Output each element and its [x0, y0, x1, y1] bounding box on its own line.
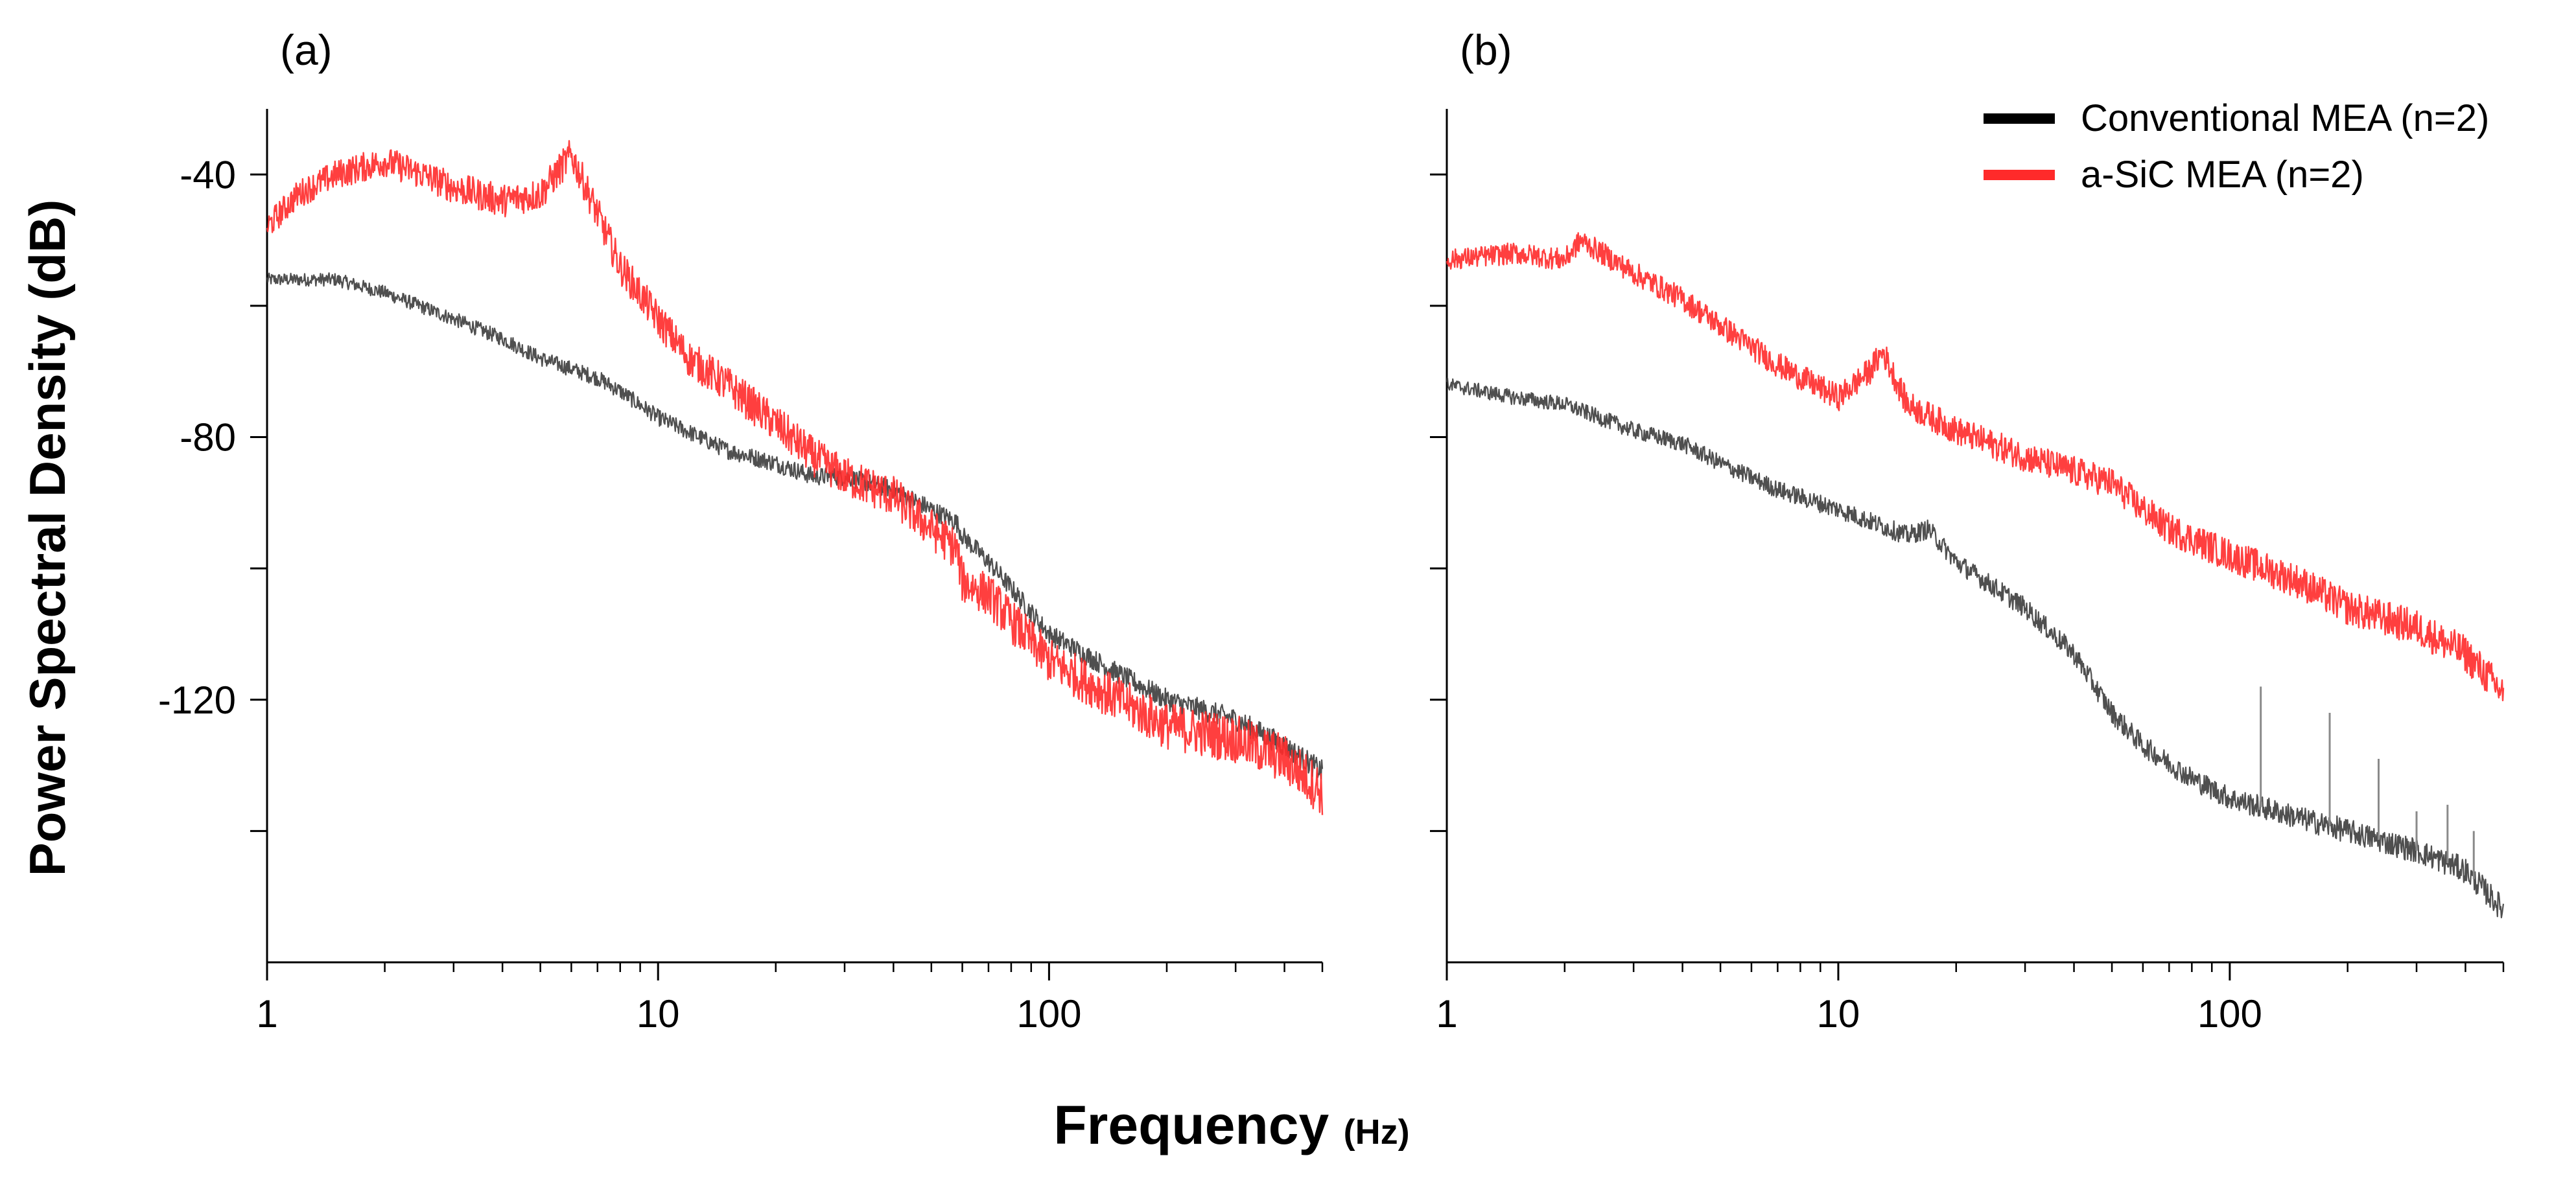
x-tick-label: 1 — [1436, 992, 1457, 1036]
legend-label-asic: a-SiC MEA (n=2) — [2081, 154, 2364, 196]
panel-a: (a) -40 -80 -120 1 10 100 — [158, 26, 1324, 1036]
x-axis-label-unit: (Hz) — [1344, 1113, 1410, 1152]
series-line-conventional-mea — [266, 272, 1324, 780]
legend-entry-conventional: Conventional MEA (n=2) — [1984, 97, 2489, 139]
legend-label-conventional: Conventional MEA (n=2) — [2081, 97, 2489, 139]
x-tick-label: 100 — [1016, 992, 1081, 1036]
series-line-conventional-mea — [1446, 377, 2505, 919]
panel-b: (b) 1 10 100 — [1430, 26, 2505, 1036]
y-axis-label: Power Spectral Density (dB) — [19, 200, 76, 877]
x-tick-label: 10 — [1817, 992, 1860, 1036]
y-tick-label: -120 — [158, 678, 236, 722]
x-axis-label-main: Frequency — [1053, 1095, 1329, 1155]
legend-swatch-asic — [1984, 170, 2055, 180]
panel-label: (a) — [280, 26, 333, 74]
y-tick-label: -40 — [180, 153, 236, 196]
legend-swatch-conventional — [1984, 113, 2055, 124]
x-axis-label: Frequency (Hz) — [1053, 1095, 1409, 1155]
y-tick-label: -80 — [180, 416, 236, 459]
panel-label: (b) — [1460, 26, 1512, 74]
x-tick-label: 10 — [637, 992, 680, 1036]
series-line-asic-mea — [266, 140, 1324, 815]
x-tick-label: 1 — [256, 992, 277, 1036]
legend-entry-asic: a-SiC MEA (n=2) — [1984, 154, 2364, 196]
series-line-asic-mea — [1446, 232, 2505, 702]
x-tick-label: 100 — [2197, 992, 2262, 1036]
legend: Conventional MEA (n=2) a-SiC MEA (n=2) — [1984, 97, 2489, 196]
